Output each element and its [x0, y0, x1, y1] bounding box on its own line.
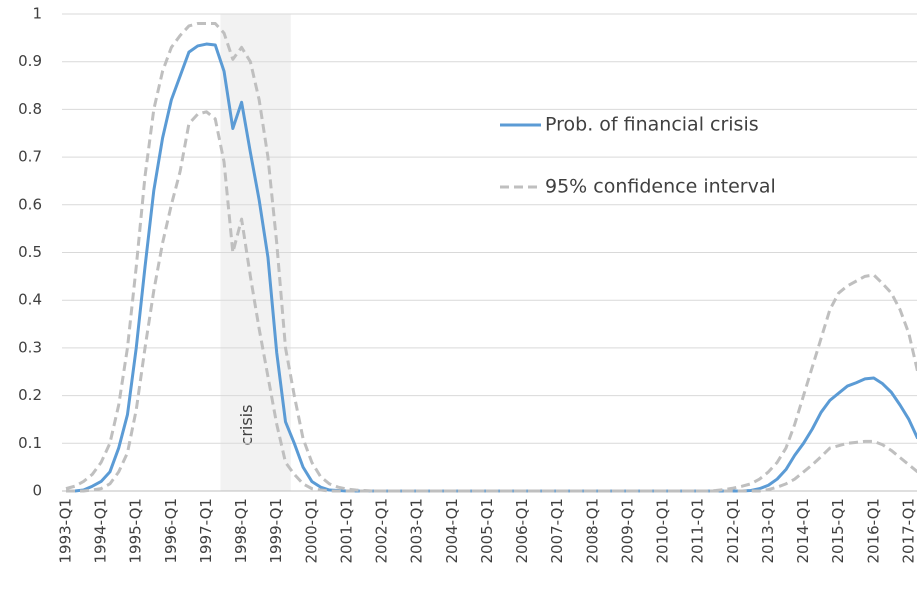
series-line: [65, 22, 917, 493]
x-tick-label: 2001-Q1: [337, 498, 355, 564]
y-tick-label: 0: [32, 482, 42, 500]
x-tick-label: 1993-Q1: [57, 498, 75, 564]
x-tick-label: 1998-Q1: [232, 498, 250, 564]
y-tick-label: 0.7: [18, 148, 42, 166]
x-tick-label: 1994-Q1: [92, 498, 110, 564]
x-tick-label: 2013-Q1: [759, 498, 777, 564]
y-tick-label: 0.9: [18, 52, 42, 70]
y-tick-label: 0.1: [18, 434, 42, 452]
x-tick-label: 1999-Q1: [267, 498, 285, 564]
legend-label: 95% confidence interval: [545, 176, 776, 198]
series-line: [66, 110, 917, 493]
x-tick-label: 2007-Q1: [548, 498, 566, 564]
y-tick-label: 0.5: [18, 243, 42, 261]
x-tick-label: 2014-Q1: [794, 498, 812, 564]
x-tick-label: 2003-Q1: [408, 498, 426, 564]
y-tick-label: 0.8: [18, 100, 42, 118]
x-tick-label: 2000-Q1: [302, 498, 320, 564]
y-tick-label: 0.3: [18, 338, 42, 356]
x-tick-label: 2017-Q1: [899, 498, 917, 564]
shade-label: crisis: [237, 405, 256, 446]
x-tick-label: 2011-Q1: [689, 498, 707, 564]
x-tick-label: 2016-Q1: [864, 498, 882, 564]
x-tick-label: 2012-Q1: [724, 498, 742, 564]
x-tick-label: 2008-Q1: [583, 498, 601, 564]
x-tick-label: 2002-Q1: [373, 498, 391, 564]
x-tick-label: 2009-Q1: [618, 498, 636, 564]
series-line: [66, 42, 917, 493]
y-tick-label: 0.4: [18, 291, 42, 309]
x-tick-label: 1995-Q1: [127, 498, 145, 564]
x-tick-label: 2004-Q1: [443, 498, 461, 564]
x-tick-label: 2010-Q1: [654, 498, 672, 564]
y-tick-label: 0.6: [18, 195, 42, 213]
x-tick-label: 1997-Q1: [197, 498, 215, 564]
x-tick-label: 2005-Q1: [478, 498, 496, 564]
legend-label: Prob. of financial crisis: [545, 114, 759, 136]
y-tick-label: 1: [32, 5, 42, 23]
x-tick-label: 1996-Q1: [162, 498, 180, 564]
y-tick-label: 0.2: [18, 386, 42, 404]
x-tick-label: 2006-Q1: [513, 498, 531, 564]
x-tick-label: 2015-Q1: [829, 498, 847, 564]
